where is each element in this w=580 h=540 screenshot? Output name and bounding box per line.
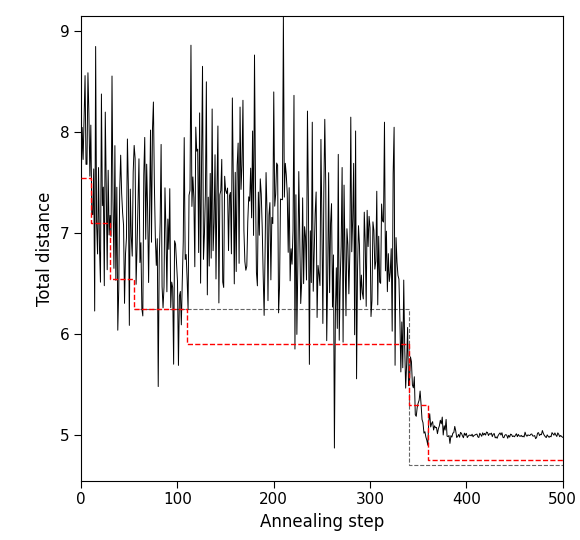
Y-axis label: Total distance: Total distance bbox=[36, 191, 54, 306]
X-axis label: Annealing step: Annealing step bbox=[260, 513, 384, 531]
